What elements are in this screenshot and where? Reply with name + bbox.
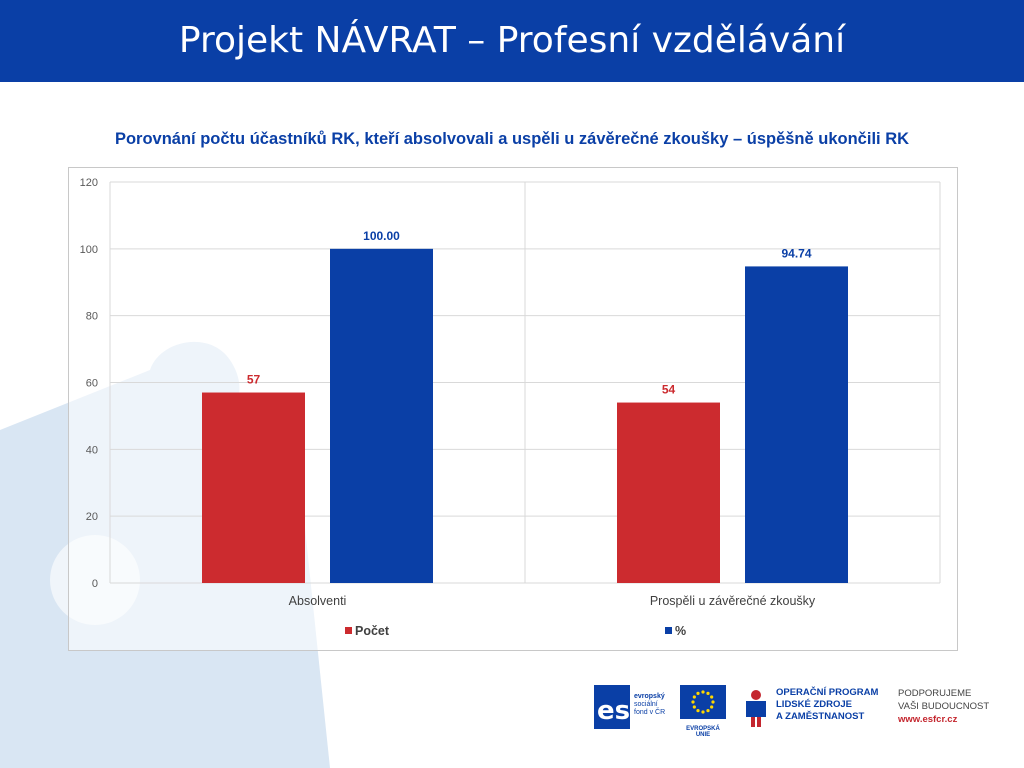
website-link[interactable]: www.esfcr.cz xyxy=(898,714,958,725)
slide-title: Projekt NÁVRAT – Profesní vzdělávání xyxy=(178,20,846,61)
legend-swatch xyxy=(345,627,352,634)
bar-procenta xyxy=(330,248,433,584)
legend: Počet% xyxy=(345,624,686,638)
x-category-label: Absolventi xyxy=(289,594,347,608)
esf-text-2: sociální xyxy=(634,701,658,708)
bar-pocet xyxy=(202,392,305,583)
eu-flag-logo: EVROPSKÁ UNIE xyxy=(680,685,726,738)
op-text-3: A ZAMĚSTNANOST xyxy=(776,711,865,722)
op-text-1: OPERAČNÍ PROGRAM xyxy=(776,687,879,698)
bars xyxy=(202,248,848,584)
support-line-2: VAŠI BUDOUCNOST xyxy=(898,701,990,712)
y-tick-label: 80 xyxy=(86,311,98,323)
y-tick-label: 120 xyxy=(80,177,98,189)
esf-text-1: evropský xyxy=(634,693,665,700)
x-axis-labels: Absolventi Prospěli u závěrečné zkoušky xyxy=(289,594,816,608)
esf-logo: esf evropský sociální fond v ČR xyxy=(594,685,672,729)
data-label: 57 xyxy=(247,373,261,387)
support-line-1: PODPORUJEME xyxy=(898,688,972,699)
data-label: 94.74 xyxy=(781,246,811,260)
footer-logos: esf evropský sociální fond v ČR EVROPSKÁ… xyxy=(590,683,1013,738)
legend-label: % xyxy=(675,624,686,638)
y-tick-label: 20 xyxy=(86,511,98,523)
slide-header: Projekt NÁVRAT – Profesní vzdělávání xyxy=(0,0,1024,82)
y-tick-label: 100 xyxy=(80,244,98,256)
legend-label: Počet xyxy=(355,624,390,638)
chart-title: Porovnání počtu účastníků RK, kteří abso… xyxy=(114,130,910,148)
y-tick-label: 40 xyxy=(86,444,98,456)
bar-pocet xyxy=(617,402,720,583)
data-label: 54 xyxy=(662,383,676,397)
eu-text: EVROPSKÁ UNIE xyxy=(686,726,720,738)
x-category-label: Prospěli u závěrečné zkoušky xyxy=(650,594,816,608)
esf-text-3: fond v ČR xyxy=(634,709,666,716)
legend-swatch xyxy=(665,627,672,634)
data-labels: 57 100.00 54 94.74 xyxy=(247,229,812,397)
data-label: 100.00 xyxy=(363,229,400,243)
op-lzz-logo: OPERAČNÍ PROGRAM LIDSKÉ ZDROJE A ZAMĚSTN… xyxy=(742,685,892,729)
y-axis-ticks: 0 20 40 60 80 100 120 xyxy=(80,177,98,590)
bar-procenta xyxy=(745,266,848,583)
y-tick-label: 0 xyxy=(92,578,98,590)
support-text: PODPORUJEME VAŠI BUDOUCNOST www.esfcr.cz xyxy=(898,687,1013,726)
svg-text:esf: esf xyxy=(597,696,642,726)
y-tick-label: 60 xyxy=(86,378,98,390)
op-text-2: LIDSKÉ ZDROJE xyxy=(776,699,853,710)
